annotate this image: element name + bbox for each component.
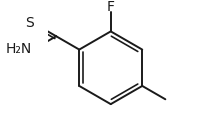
Text: F: F [107, 0, 115, 14]
Text: H₂N: H₂N [6, 41, 32, 55]
Text: S: S [25, 16, 34, 30]
